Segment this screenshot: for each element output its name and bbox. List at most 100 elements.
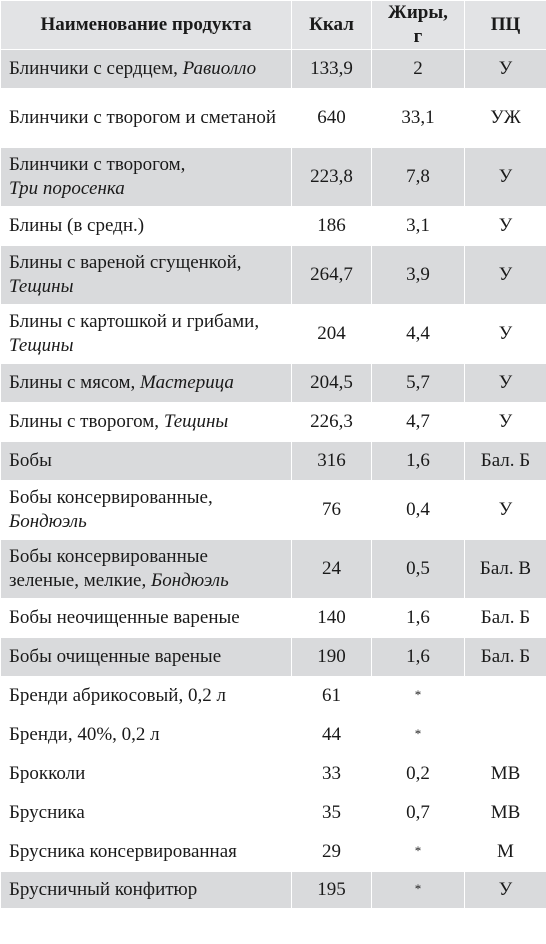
kcal-cell: 76 [291,480,372,540]
fat-cell: 2 [371,49,465,89]
table-row: Бренди, 40%, 0,2 л 44 * [0,715,546,755]
nutrition-table: Наименование продукта Ккал Жиры, г ПЦ Бл… [0,0,546,909]
product-brand: Тещины [9,335,74,356]
product-name: Блины с картошкой и грибами, [9,311,260,332]
pc-cell: У [464,402,546,442]
fat-asterisk: * [414,880,422,896]
product-name: Блины с вареной сгущенкой, [9,252,242,273]
fat-cell: 0,4 [371,480,465,540]
table-row: Брусника 35 0,7 МВ [0,793,546,833]
fat-cell: * [371,871,465,909]
fat-asterisk: * [414,686,422,702]
product-name-cell: Брусника [0,793,292,833]
table-row: Блины (в средн.) 186 3,1 У [0,206,546,246]
fat-cell: 7,8 [371,147,465,207]
product-name: Бобы консервированные зеленые, мелкие, [9,546,208,591]
product-name: Бобы неочищенные вареные [9,607,240,628]
table-row: Бренди абрикосовый, 0,2 л 61 * [0,676,546,716]
pc-cell: Бал. Б [464,598,546,638]
product-name: Бобы очищенные вареные [9,646,222,667]
kcal-cell: 24 [291,539,372,599]
col-header-kcal: Ккал [291,0,372,50]
table-row: Блинчики с творогом и сметаной 640 33,1 … [0,88,546,148]
kcal-cell: 186 [291,206,372,246]
product-brand: Тещины [163,411,229,432]
kcal-cell: 264,7 [291,245,372,305]
table-row: Блины с мясом, Мастерица 204,5 5,7 У [0,363,546,403]
product-name: Брусничный конфитюр [9,879,198,900]
kcal-cell: 35 [291,793,372,833]
table-row: Блинчики с творогом, Три поросенка 223,8… [0,147,546,207]
pc-cell: М [464,832,546,872]
product-name: Блины (в средн.) [9,215,145,236]
product-name-cell: Бобы очищенные вареные [0,637,292,677]
fat-cell: 1,6 [371,441,465,481]
product-name: Блины с творогом, [9,411,164,432]
product-name: Блинчики с творогом и сметаной [9,107,277,128]
pc-cell: МВ [464,793,546,833]
table-row: Брусника консервированная 29 * М [0,832,546,872]
pc-cell: У [464,245,546,305]
col-header-pc: ПЦ [464,0,546,50]
product-name: Брусника консервированная [9,841,237,862]
table-row: Блинчики с сердцем, Равиолло 133,9 2 У [0,49,546,89]
fat-cell: 3,9 [371,245,465,305]
kcal-cell: 44 [291,715,372,755]
product-name-cell: Бренди абрикосовый, 0,2 л [0,676,292,716]
col-header-name: Наименование продукта [0,0,292,50]
fat-cell: 1,6 [371,598,465,638]
table-row: Бобы очищенные вареные 190 1,6 Бал. Б [0,637,546,677]
product-name-cell: Блинчики с творогом и сметаной [0,88,292,148]
kcal-cell: 226,3 [291,402,372,442]
product-name: Бренди, 40%, 0,2 л [9,724,160,745]
kcal-cell: 133,9 [291,49,372,89]
kcal-cell: 195 [291,871,372,909]
kcal-cell: 204 [291,304,372,364]
fat-cell: * [371,676,465,716]
fat-asterisk: * [414,725,422,741]
pc-cell: У [464,871,546,909]
pc-cell: У [464,480,546,540]
kcal-cell: 640 [291,88,372,148]
product-name-cell: Брокколи [0,754,292,794]
table-row: Блины с картошкой и грибами, Тещины 204 … [0,304,546,364]
product-name-cell: Блины с картошкой и грибами, Тещины [0,304,292,364]
product-name-cell: Блины (в средн.) [0,206,292,246]
product-name-cell: Бобы [0,441,292,481]
product-name-cell: Блины с вареной сгущенкой, Тещины [0,245,292,305]
pc-cell: УЖ [464,88,546,148]
table-row: Брокколи 33 0,2 МВ [0,754,546,794]
pc-cell: Бал. Б [464,637,546,677]
product-name-cell: Брусничный конфитюр [0,871,292,909]
product-name: Брусника [9,802,85,823]
product-name: Бобы [9,450,52,471]
fat-cell: 3,1 [371,206,465,246]
pc-cell: Бал. Б [464,441,546,481]
product-name-cell: Блины с творогом, Тещины [0,402,292,442]
product-name-cell: Блинчики с сердцем, Равиолло [0,49,292,89]
product-name-cell: Бобы консервированные зеленые, мелкие, Б… [0,539,292,599]
pc-cell: Бал. В [464,539,546,599]
product-name: Бренди абрикосовый, 0,2 л [9,685,226,706]
table-row: Блины с вареной сгущенкой, Тещины 264,7 … [0,245,546,305]
product-brand: Мастерица [140,372,234,393]
product-name: Бобы консервированные, [9,487,213,508]
product-brand: Равиолло [182,58,257,79]
product-name: Блинчики с творогом, [9,154,186,175]
fat-asterisk: * [414,842,422,858]
fat-cell: 0,2 [371,754,465,794]
col-header-fat: Жиры, г [371,0,465,50]
product-name-cell: Бренди, 40%, 0,2 л [0,715,292,755]
table-row: Бобы консервированные зеленые, мелкие, Б… [0,539,546,599]
product-name-cell: Брусника консервированная [0,832,292,872]
product-name: Блинчики с сердцем, [9,58,183,79]
pc-cell: У [464,363,546,403]
kcal-cell: 29 [291,832,372,872]
fat-cell: 4,4 [371,304,465,364]
pc-cell: У [464,304,546,364]
fat-cell: 33,1 [371,88,465,148]
kcal-cell: 140 [291,598,372,638]
fat-cell: * [371,832,465,872]
pc-cell [464,715,546,755]
kcal-cell: 190 [291,637,372,677]
